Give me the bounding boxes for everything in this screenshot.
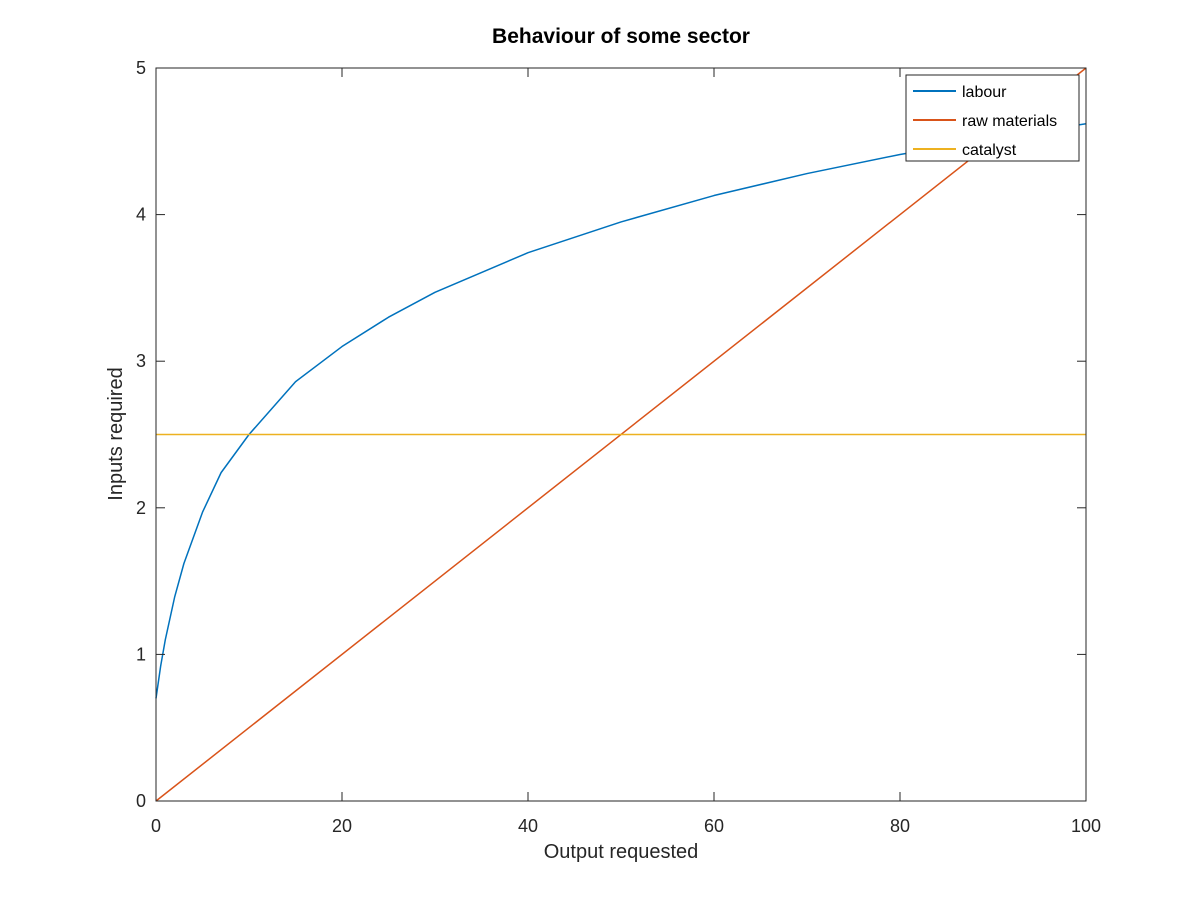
legend-label-0: labour — [962, 84, 1007, 101]
series-line-0 — [155, 122, 1087, 699]
ticks-layer: 0 20 40 60 80 100 0 1 2 3 4 5 — [136, 58, 1101, 836]
x-axis-label: Output requested — [544, 841, 699, 863]
y-tick-label: 2 — [136, 498, 146, 518]
y-tick-label: 1 — [136, 644, 146, 664]
chart-title: Behaviour of some sector — [492, 25, 750, 48]
y-tick-label: 5 — [136, 58, 146, 78]
y-tick-label: 3 — [136, 351, 146, 371]
x-tick-label: 40 — [518, 816, 538, 836]
plot-frame — [155, 67, 1087, 802]
legend-label-2: catalyst — [962, 142, 1017, 159]
y-axis-label: Inputs required — [105, 367, 127, 500]
y-tick-label: 0 — [136, 791, 146, 811]
legend: labour raw materials catalyst — [905, 74, 1080, 162]
x-tick-label: 80 — [890, 816, 910, 836]
y-tick-label: 4 — [136, 205, 146, 225]
x-tick-label: 20 — [332, 816, 352, 836]
x-tick-label: 0 — [151, 816, 161, 836]
legend-label-1: raw materials — [962, 113, 1057, 130]
legend-box — [905, 74, 1080, 162]
x-tick-label: 60 — [704, 816, 724, 836]
x-tick-label: 100 — [1071, 816, 1101, 836]
series-layer — [155, 67, 1087, 802]
